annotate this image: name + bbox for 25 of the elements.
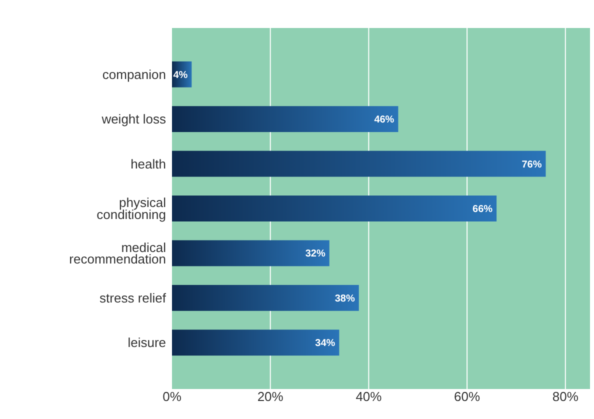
bar bbox=[172, 330, 340, 356]
bar bbox=[172, 284, 359, 311]
x-tick-label: 80% bbox=[552, 389, 579, 404]
data-label: 66% bbox=[472, 204, 493, 215]
data-label: 38% bbox=[334, 293, 355, 304]
data-label: 34% bbox=[315, 338, 336, 350]
x-tick-label: 60% bbox=[454, 389, 481, 404]
data-label: 46% bbox=[374, 114, 394, 126]
y-tick-label: health bbox=[130, 156, 166, 172]
data-label: 32% bbox=[305, 248, 326, 260]
x-tick-label: 0% bbox=[162, 389, 182, 404]
bar bbox=[172, 240, 330, 266]
y-tick-label: weight loss bbox=[100, 112, 166, 127]
x-tick-label: 20% bbox=[257, 389, 284, 404]
x-tick-label: 40% bbox=[356, 389, 382, 404]
data-label: 4% bbox=[173, 70, 188, 81]
bar bbox=[172, 106, 398, 132]
bar bbox=[172, 150, 546, 177]
y-tick-label: medical recommendation bbox=[69, 240, 166, 266]
y-tick-label: companion bbox=[102, 66, 166, 82]
data-label: 76% bbox=[522, 159, 542, 170]
y-tick-label: stress relief bbox=[100, 290, 166, 306]
y-tick-label: physical conditioning bbox=[96, 195, 166, 222]
bar bbox=[172, 196, 497, 222]
y-tick-label: leisure bbox=[128, 335, 166, 350]
